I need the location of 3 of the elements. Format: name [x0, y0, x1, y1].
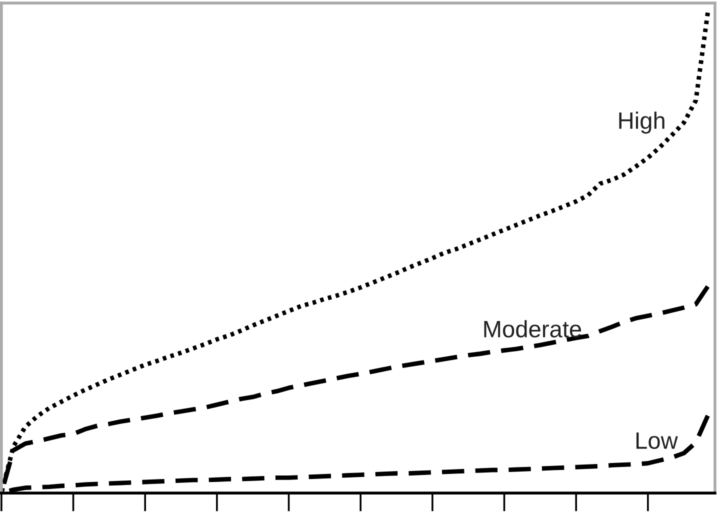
- series-label: Moderate: [484, 320, 582, 338]
- series-label: High: [619, 112, 664, 134]
- series-label: Low: [636, 432, 678, 449]
